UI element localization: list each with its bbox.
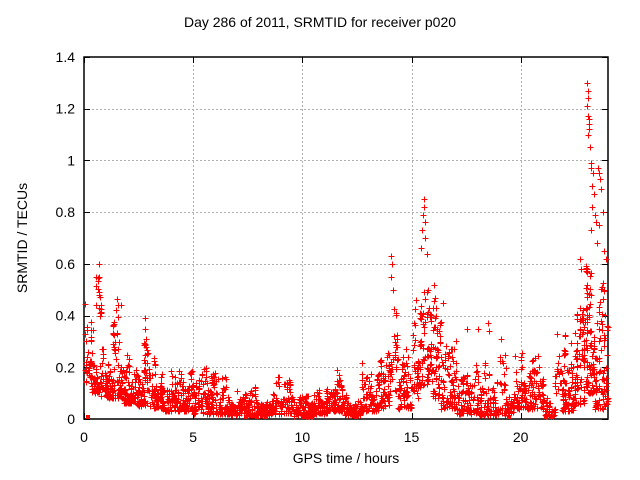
zero-marker: [507, 415, 511, 419]
y-tick-label: 0.4: [56, 308, 76, 324]
zero-marker: [305, 415, 309, 419]
zero-marker: [544, 415, 548, 419]
y-tick-labels: 0 0.2 0.4 0.6 0.8 1 1.2 1.4: [56, 49, 76, 427]
zero-value-markers: [86, 415, 553, 419]
y-tick-label: 0.6: [56, 256, 76, 272]
plot-border: [83, 56, 609, 420]
x-tick-label: 15: [404, 429, 420, 445]
y-tick-label: 0.8: [56, 204, 76, 220]
scatter-series: [82, 80, 612, 420]
chart-title: Day 286 of 2011, SRMTID for receiver p02…: [183, 14, 457, 30]
y-tick-label: 1: [67, 152, 75, 168]
zero-marker: [86, 415, 90, 419]
x-tick-label: 10: [295, 429, 311, 445]
x-tick-labels: 0 5 10 15 20: [80, 429, 529, 445]
zero-marker: [244, 415, 248, 419]
x-tick-label: 5: [189, 429, 197, 445]
x-axis-label: GPS time / hours: [292, 450, 400, 466]
y-tick-label: 1.2: [56, 101, 76, 117]
y-tick-label: 0: [67, 411, 75, 427]
grid-lines: [84, 57, 608, 419]
y-tick-label: 1.4: [56, 49, 76, 65]
zero-marker: [301, 415, 305, 419]
x-tick-label: 0: [80, 429, 88, 445]
zero-marker: [310, 415, 314, 419]
zero-marker: [354, 415, 358, 419]
y-tick-label: 0.2: [56, 359, 76, 375]
zero-marker: [264, 415, 268, 419]
tick-marks: [84, 57, 608, 420]
x-tick-label: 20: [513, 429, 529, 445]
zero-marker: [549, 415, 553, 419]
zero-marker: [255, 415, 259, 419]
